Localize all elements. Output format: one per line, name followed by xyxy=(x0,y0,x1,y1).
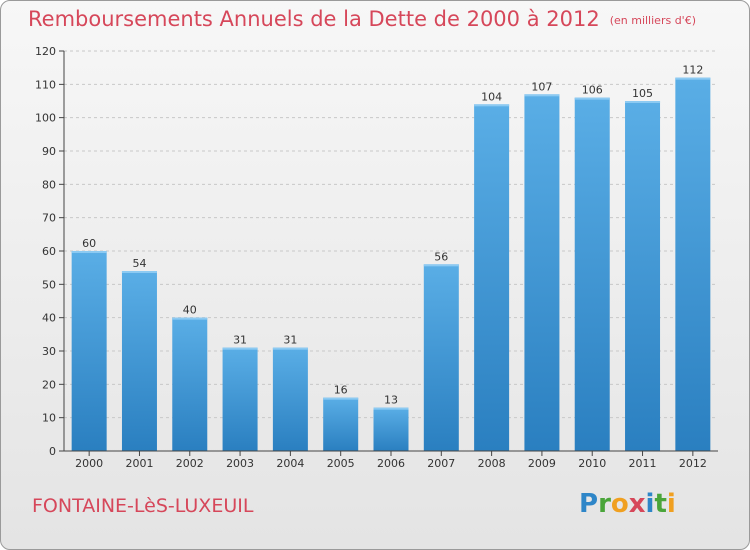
logo-letter: x xyxy=(628,489,646,519)
bar-highlight xyxy=(272,347,308,350)
bar xyxy=(323,397,359,451)
bar-value-label: 106 xyxy=(582,84,603,97)
bar-highlight xyxy=(574,97,610,100)
y-tick-label: 0 xyxy=(49,445,56,458)
bar xyxy=(222,347,258,451)
y-tick-label: 30 xyxy=(42,345,56,358)
bar-value-label: 54 xyxy=(132,257,146,270)
bar-highlight xyxy=(373,407,409,410)
bar xyxy=(272,347,308,451)
bar-value-label: 112 xyxy=(682,64,703,77)
proxiti-logo: Proxiti xyxy=(579,489,676,519)
logo-letter: P xyxy=(579,489,599,519)
bar xyxy=(675,77,711,452)
bar xyxy=(423,264,459,451)
x-tick-label: 2003 xyxy=(226,457,254,470)
logo-letter: o xyxy=(610,489,629,519)
bar-highlight xyxy=(121,271,157,273)
bar-highlight xyxy=(172,317,208,320)
bar-value-label: 31 xyxy=(233,334,247,347)
bar xyxy=(474,104,510,451)
chart-title: Remboursements Annuels de la Dette de 20… xyxy=(28,7,696,31)
logo-letter: i xyxy=(666,489,676,519)
bar xyxy=(373,407,409,451)
bar xyxy=(625,101,661,451)
bar-value-label: 60 xyxy=(82,237,96,250)
x-tick-label: 2000 xyxy=(75,457,103,470)
chart-title-text: Remboursements Annuels de la Dette de 20… xyxy=(28,7,600,31)
bar-highlight xyxy=(71,251,107,253)
bar-highlight xyxy=(524,94,560,97)
bar-highlight xyxy=(625,101,661,103)
bar-highlight xyxy=(323,397,359,400)
x-tick-label: 2007 xyxy=(427,457,455,470)
bar-value-label: 13 xyxy=(384,394,398,407)
bar-value-label: 107 xyxy=(531,80,552,93)
y-tick-label: 120 xyxy=(35,45,56,58)
bar xyxy=(121,271,157,451)
bar xyxy=(574,97,610,452)
x-tick-label: 2009 xyxy=(528,457,556,470)
x-tick-label: 2008 xyxy=(478,457,506,470)
bar-highlight xyxy=(423,264,459,267)
axes: 0 10 20 30 40 50 60 70 80 90 100 110 120 2000 2001 2002… xyxy=(35,45,718,470)
x-tick-label: 2002 xyxy=(176,457,204,470)
y-tick-label: 100 xyxy=(35,112,56,125)
bar-highlight xyxy=(222,347,258,350)
bar-value-label: 40 xyxy=(183,304,197,317)
bar-value-label: 31 xyxy=(283,334,297,347)
y-tick-label: 10 xyxy=(42,412,56,425)
gridlines xyxy=(64,50,718,452)
y-tick-label: 90 xyxy=(42,145,56,158)
x-tick-label: 2001 xyxy=(125,457,153,470)
logo-letter: t xyxy=(654,489,667,519)
bar-highlight xyxy=(675,77,711,80)
x-tick-label: 2012 xyxy=(679,457,707,470)
y-tick-label: 80 xyxy=(42,178,56,191)
bar xyxy=(172,317,208,451)
y-tick-label: 60 xyxy=(42,245,56,258)
y-tick-label: 50 xyxy=(42,278,56,291)
y-tick-label: 110 xyxy=(35,78,56,91)
bar xyxy=(524,94,560,451)
x-tick-label: 2006 xyxy=(377,457,405,470)
y-tick-label: 20 xyxy=(42,378,56,391)
bar-value-label: 16 xyxy=(334,384,348,397)
bar-value-label: 105 xyxy=(632,87,653,100)
chart-subtitle: (en milliers d'€) xyxy=(609,13,696,27)
x-tick-label: 2005 xyxy=(327,457,355,470)
x-tick-label: 2010 xyxy=(578,457,606,470)
x-tick-label: 2011 xyxy=(629,457,657,470)
bar-value-label: 104 xyxy=(481,90,502,103)
commune-name: FONTAINE-LèS-LUXEUIL xyxy=(32,495,254,517)
y-tick-label: 40 xyxy=(42,312,56,325)
x-tick-label: 2004 xyxy=(276,457,304,470)
bar-highlight xyxy=(474,104,510,107)
bar-value-label: 56 xyxy=(434,250,448,263)
bars: 60 54 40 31 31 16 13 56 104 107 106 105 112 xyxy=(71,64,711,452)
logo-letter: r xyxy=(598,489,611,519)
logo-letter: i xyxy=(645,489,655,519)
bar xyxy=(71,251,107,451)
y-tick-label: 70 xyxy=(42,212,56,225)
